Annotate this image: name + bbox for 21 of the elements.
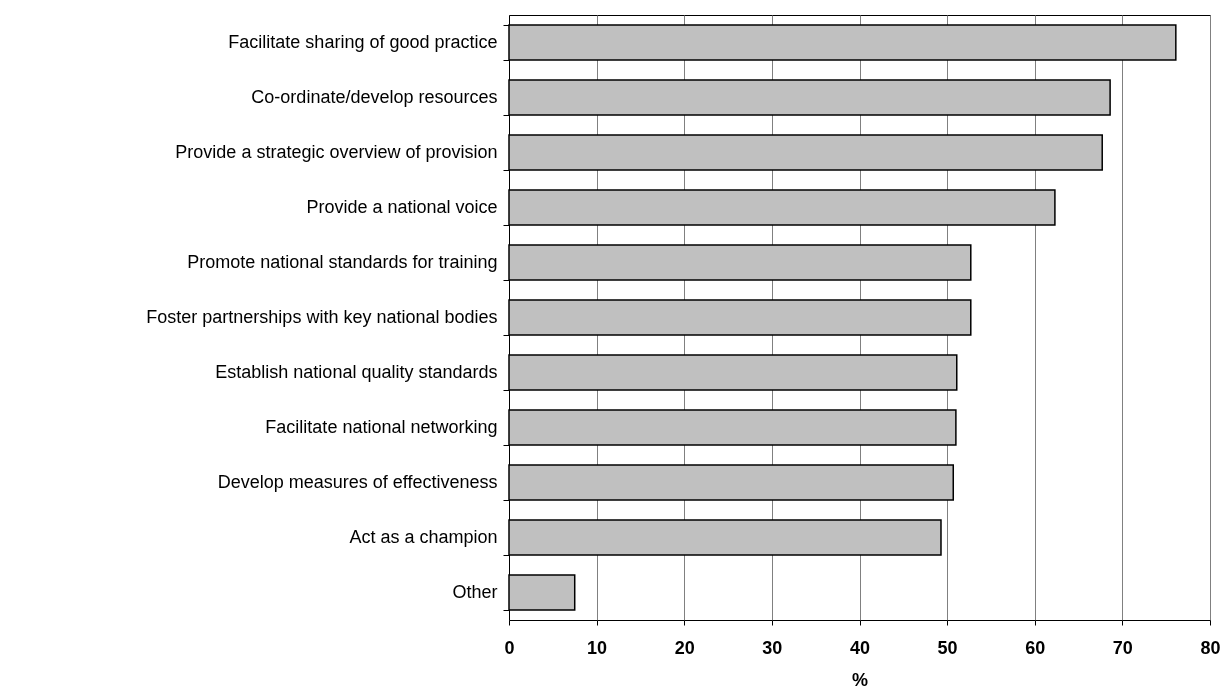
x-tick-label: 0 [504,637,515,658]
x-tick-label: 40 [849,637,871,658]
x-tick-label: 70 [1112,637,1133,658]
y-tick-label: Act as a champion [349,527,498,547]
y-tick-label: Establish national quality standards [215,362,498,382]
x-tick-label: 30 [762,637,783,658]
x-tick-label: 10 [587,637,608,658]
y-tick-label: Provide a national voice [306,197,498,217]
x-tick-label: 80 [1200,637,1221,658]
x-tick-label: 50 [937,637,958,658]
y-tick-label: Other [452,582,498,602]
y-tick-label: Facilitate national networking [265,417,498,437]
x-tick-label: 20 [674,637,695,658]
y-tick-label: Co-ordinate/develop resources [251,87,498,107]
y-tick-label: Promote national standards for training [187,252,498,272]
y-tick-label: Foster partnerships with key national bodies [146,307,498,327]
x-axis-title: % [851,669,869,690]
y-tick-label: Provide a strategic overview of provision [175,142,498,162]
x-tick-label: 60 [1025,637,1046,658]
y-tick-label: Develop measures of effectiveness [217,472,498,492]
y-tick-label: Facilitate sharing of good practice [228,32,498,52]
